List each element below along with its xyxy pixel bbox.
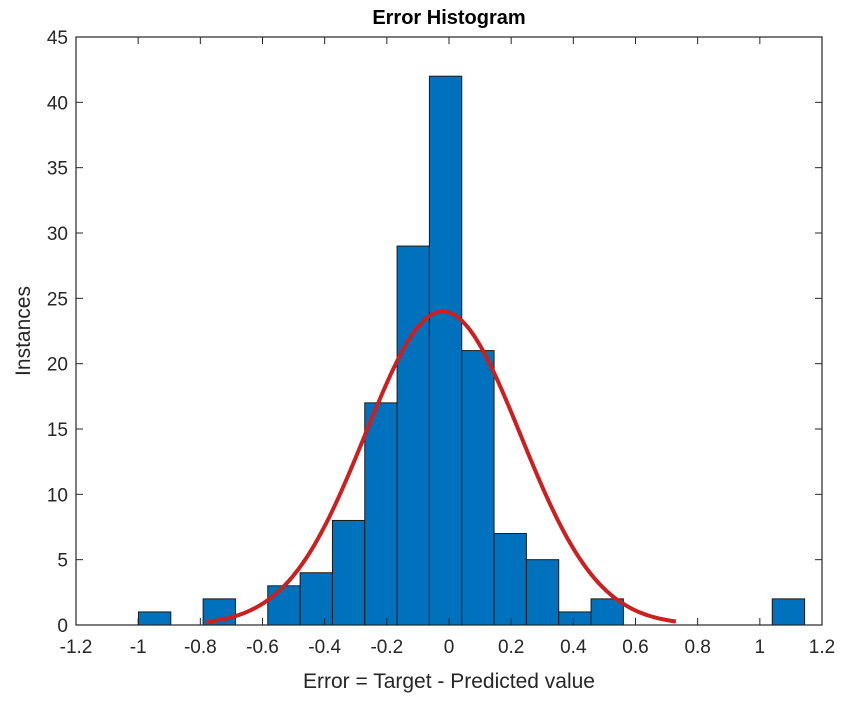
- x-tick-label: -0.8: [184, 637, 217, 658]
- chart-title: Error Histogram: [372, 7, 525, 29]
- y-tick-label: 30: [47, 224, 68, 245]
- y-tick-label: 40: [47, 93, 68, 114]
- histogram-bar: [428, 75, 463, 626]
- x-tick-label: -0.6: [246, 637, 279, 658]
- y-axis-label: Instances: [12, 286, 35, 376]
- x-tick-label: 0.4: [560, 637, 587, 658]
- x-tick-label: -0.2: [370, 637, 403, 658]
- y-tick-label: 25: [47, 289, 68, 310]
- x-tick-label: 0: [444, 637, 455, 658]
- y-tick-label: 20: [47, 355, 68, 376]
- axis-ticks: -1.2 -1 -0.8 -0.6 -0.4 -0.2 0 0.2 0.4 0.6 0.8 1 1.2 0…: [47, 28, 835, 658]
- histogram-bar: [771, 598, 806, 626]
- x-tick-label: 0.8: [684, 637, 710, 658]
- histogram-bar: [267, 585, 301, 626]
- y-tick-label: 15: [47, 420, 68, 441]
- histogram-bar: [493, 533, 527, 626]
- histogram-bar: [364, 402, 398, 626]
- histogram-bar: [137, 611, 172, 626]
- histogram-bar: [299, 572, 333, 626]
- y-tick-label: 35: [47, 159, 68, 180]
- normal-fit-curve: [206, 309, 677, 624]
- x-tick-label: 1: [755, 637, 766, 658]
- x-tick-label: -1.2: [60, 637, 93, 658]
- y-tick-label: 0: [57, 616, 68, 637]
- x-tick-label: -0.4: [308, 637, 341, 658]
- histogram-bar: [396, 245, 430, 626]
- histogram-bar: [558, 611, 592, 626]
- histogram-bars: [137, 75, 806, 626]
- y-tick-label: 5: [57, 551, 68, 572]
- y-tick-label: 10: [47, 485, 68, 506]
- y-tick-label: 45: [47, 28, 68, 49]
- x-tick-label: 0.2: [498, 637, 524, 658]
- x-axis-label: Error = Target - Predicted value: [303, 670, 595, 693]
- x-tick-label: 0.6: [622, 637, 648, 658]
- histogram-bar: [331, 519, 366, 626]
- x-tick-label: 1.2: [809, 637, 835, 658]
- histogram-bar: [525, 559, 560, 626]
- histogram-bar: [461, 350, 495, 626]
- x-tick-label: -1: [130, 637, 147, 658]
